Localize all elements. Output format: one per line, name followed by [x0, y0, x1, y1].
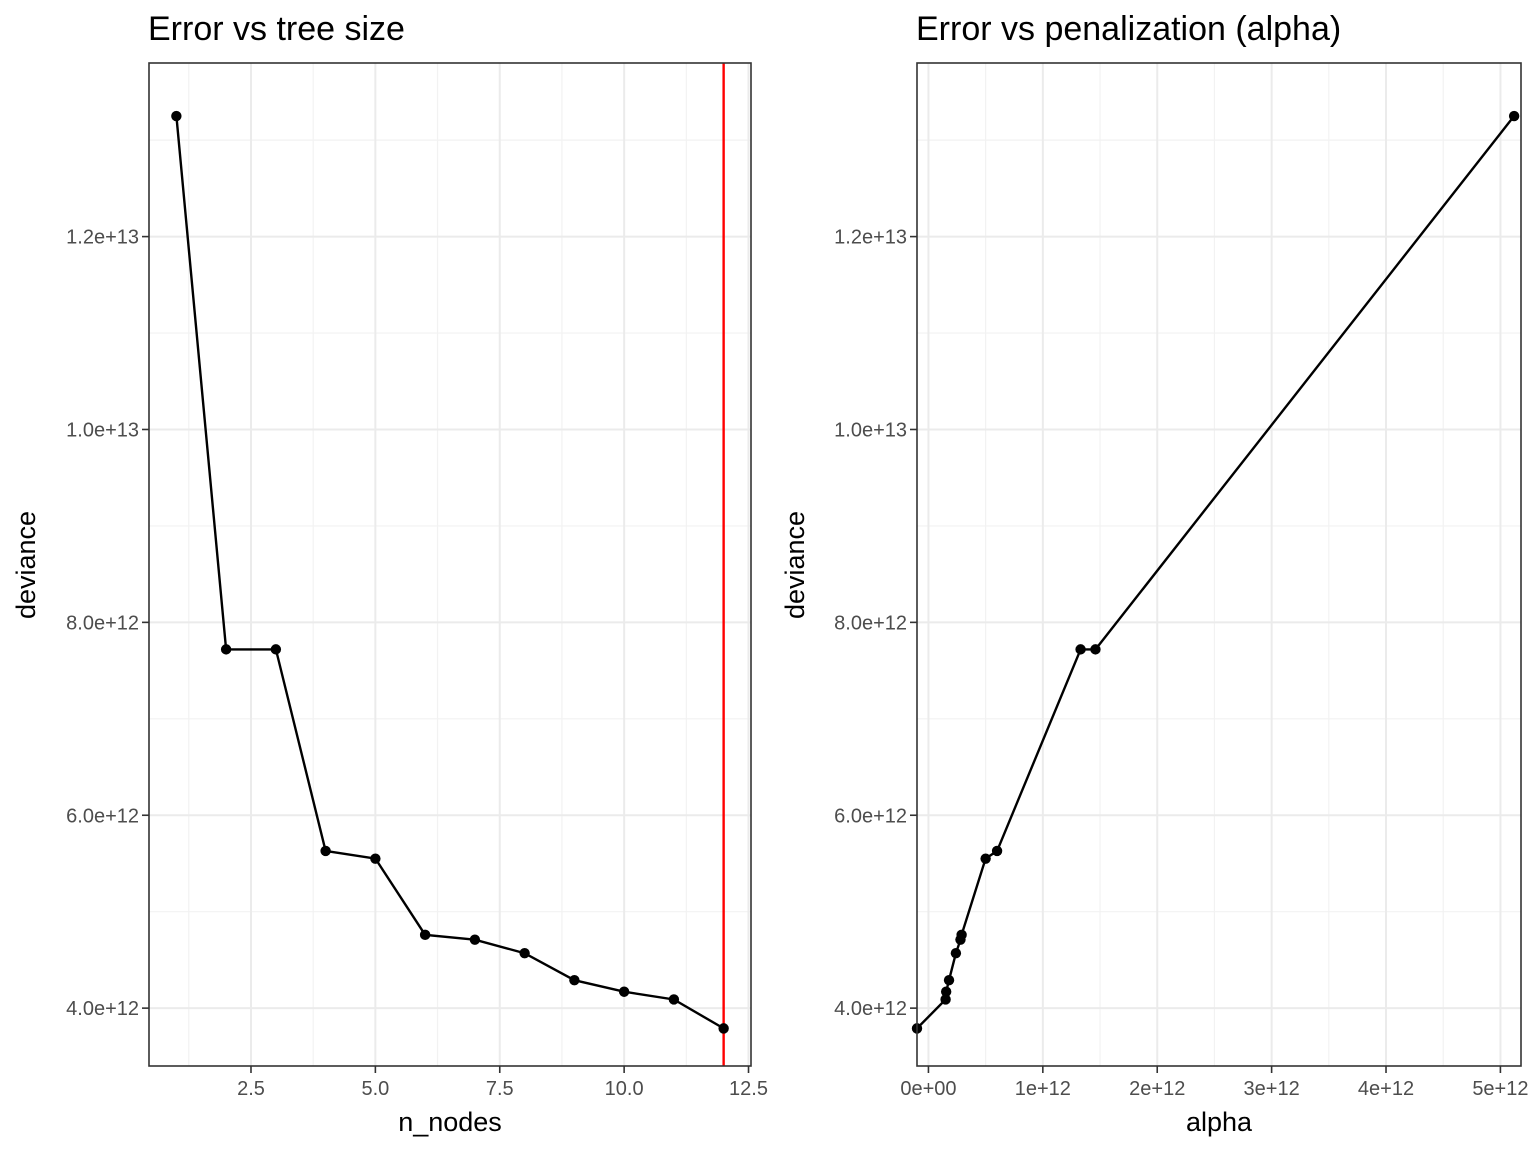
panel-error-vs-alpha: Error vs penalization (alpha) 0e+00 1e+12… — [780, 10, 1528, 1137]
data-point — [980, 853, 991, 864]
data-point — [419, 929, 431, 941]
x-tick-label: 3e+12 — [1244, 1078, 1300, 1100]
series-line — [916, 115, 1516, 1030]
y-axis-title: deviance — [11, 511, 41, 619]
data-point — [940, 986, 952, 997]
y-tick-label: 1.2e+13 — [66, 227, 139, 249]
data-point — [569, 974, 580, 986]
x-tick-label: 0e+00 — [900, 1078, 956, 1100]
x-tick-label: 1e+12 — [1015, 1078, 1071, 1100]
data-point — [220, 644, 232, 655]
data-point — [1090, 644, 1101, 655]
data-point — [1075, 644, 1086, 655]
data-point — [1508, 110, 1520, 122]
data-point — [469, 934, 481, 945]
y-tick-label: 8.0e+12 — [66, 612, 139, 634]
x-tick-label: 2.5 — [237, 1078, 265, 1100]
panel-border — [148, 62, 752, 1067]
chart-marks — [171, 63, 729, 1066]
grid-lines — [149, 63, 751, 1066]
axis-ticks: 0e+00 1e+12 2e+12 3e+12 4e+12 5e+12 4.0e+12 6.0… — [834, 227, 1528, 1100]
chart-title: Error vs tree size — [148, 10, 405, 48]
chart-marks — [911, 110, 1520, 1034]
data-point — [956, 929, 967, 941]
y-tick-label: 1.0e+13 — [66, 419, 139, 441]
axis-ticks: 2.5 5.0 7.5 10.0 12.5 4.0e+12 6.0e+12 8.0e+12 1.… — [66, 227, 768, 1100]
data-point — [519, 947, 530, 959]
y-tick-label: 4.0e+12 — [66, 998, 139, 1020]
data-point — [950, 947, 962, 959]
x-tick-label: 7.5 — [486, 1078, 514, 1100]
x-tick-label: 5e+12 — [1472, 1078, 1528, 1100]
y-tick-label: 1.2e+13 — [834, 227, 907, 249]
series-line — [175, 115, 725, 1030]
data-point — [270, 644, 282, 655]
y-tick-label: 6.0e+12 — [66, 805, 139, 827]
grid-lines — [917, 63, 1521, 1066]
x-axis-title: n_nodes — [398, 1107, 502, 1137]
data-point — [668, 994, 680, 1005]
chart-title: Error vs penalization (alpha) — [916, 10, 1341, 48]
y-tick-label: 8.0e+12 — [834, 612, 907, 634]
data-point — [370, 853, 381, 864]
x-tick-label: 12.5 — [729, 1078, 768, 1100]
y-axis-title: deviance — [780, 511, 810, 619]
y-tick-label: 4.0e+12 — [834, 998, 907, 1020]
data-point — [943, 974, 955, 986]
y-tick-label: 1.0e+13 — [834, 419, 907, 441]
panel-error-vs-tree-size: Error vs tree size 2.5 5.0 7.5 10.0 12.5 4.0e… — [11, 10, 768, 1137]
data-point — [940, 994, 951, 1005]
x-tick-label: 10.0 — [605, 1078, 644, 1100]
data-point — [171, 110, 182, 122]
data-point — [320, 845, 331, 857]
data-point — [991, 845, 1003, 857]
y-tick-label: 6.0e+12 — [834, 805, 907, 827]
panel-border — [916, 62, 1522, 1067]
x-tick-label: 5.0 — [361, 1078, 389, 1100]
x-tick-label: 4e+12 — [1358, 1078, 1414, 1100]
x-axis-title: alpha — [1186, 1107, 1253, 1137]
data-point — [618, 986, 630, 997]
data-point — [718, 1023, 729, 1034]
x-tick-label: 2e+12 — [1129, 1078, 1185, 1100]
